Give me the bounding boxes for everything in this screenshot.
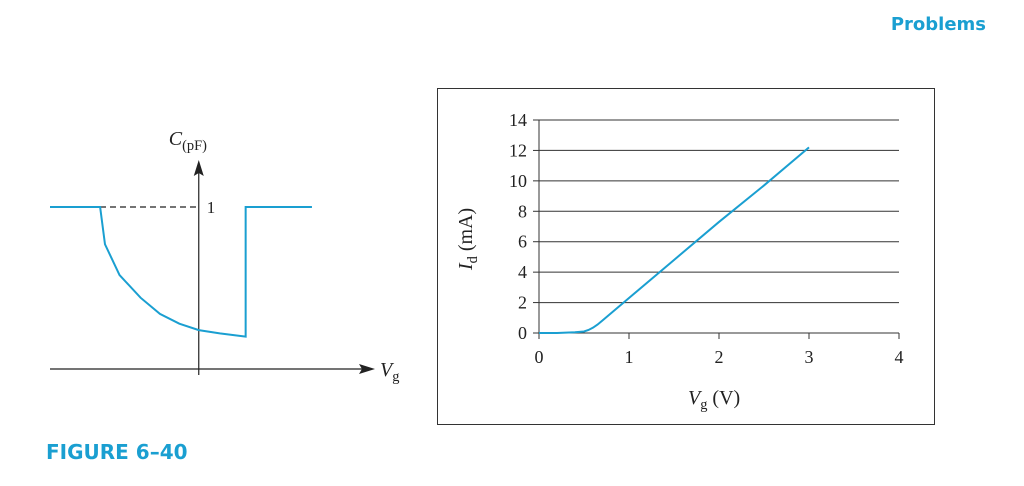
- x-tick-label: 0: [535, 347, 544, 367]
- label-subscript: d: [465, 255, 481, 263]
- y-tick-label: 10: [509, 171, 527, 191]
- y-tick-label: 14: [509, 110, 527, 130]
- y-tick-label: 4: [518, 262, 527, 282]
- figure-caption: FIGURE 6–40: [46, 440, 188, 464]
- label-unit: (mA): [455, 208, 477, 251]
- x-axis-arrow: [359, 364, 375, 374]
- axis-label: C(pF): [169, 128, 207, 154]
- x-tick-label: 4: [895, 347, 904, 367]
- y-tick-label: 1: [207, 198, 216, 217]
- axis-label: Vg (V): [688, 387, 740, 413]
- y-tick-label: 8: [518, 201, 527, 221]
- chart-frame: [437, 88, 935, 425]
- label-unit: (V): [712, 387, 740, 409]
- label-subscript: g: [700, 397, 707, 413]
- label-unit: (pF): [182, 138, 207, 154]
- x-tick-label: 1: [625, 347, 634, 367]
- x-tick-label: 3: [805, 347, 814, 367]
- y-tick-label: 6: [518, 232, 527, 252]
- axis-label: Vg: [380, 359, 399, 385]
- x-tick-label: 2: [715, 347, 724, 367]
- data-line: [50, 205, 312, 338]
- label-symbol: I: [455, 262, 477, 271]
- y-axis-arrow: [193, 160, 204, 176]
- label-symbol: V: [688, 387, 703, 409]
- data-line: [539, 146, 810, 334]
- y-tick-label: 12: [509, 140, 527, 160]
- label-symbol: C: [169, 128, 183, 150]
- page-header: Problems: [891, 14, 986, 35]
- y-tick-label: 0: [518, 323, 527, 343]
- y-tick-label: 2: [518, 293, 527, 313]
- label-subscript: g: [392, 369, 399, 385]
- label-symbol: V: [380, 359, 395, 381]
- axis-label: Id (mA): [455, 208, 481, 271]
